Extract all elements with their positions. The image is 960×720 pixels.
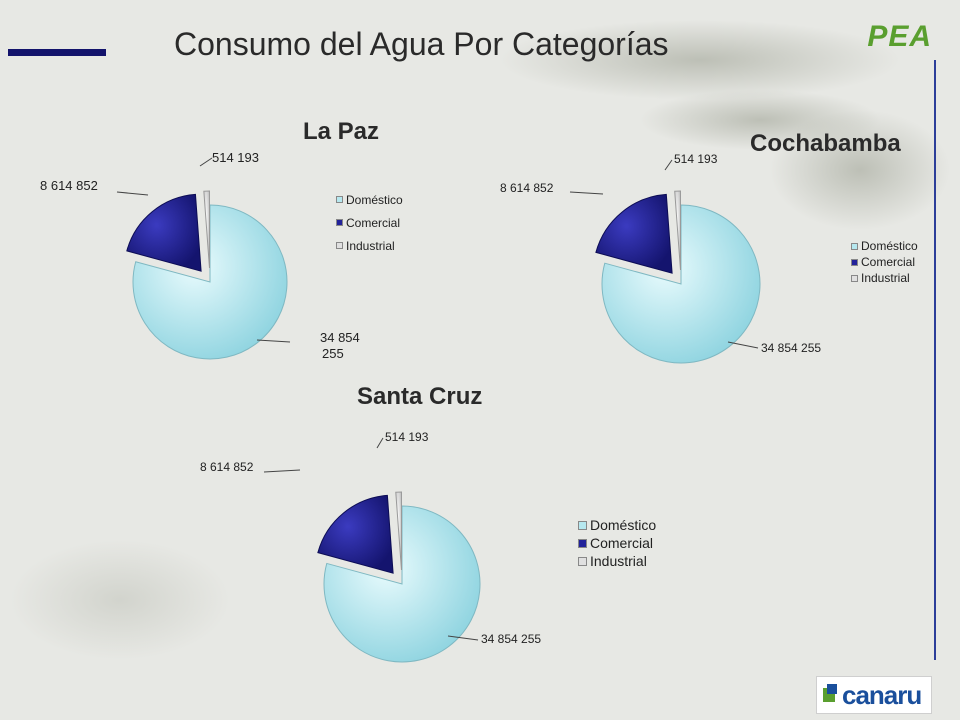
legend-item-comercial: Comercial [851,254,918,270]
legend-item-domestico: Doméstico [851,238,918,254]
legend-item-comercial: Comercial [336,211,403,234]
data-label-industrial-2: 514 193 [385,430,429,444]
legend-item-domestico: Doméstico [578,516,656,534]
legend-label-domestico: Doméstico [346,192,403,207]
legend-cochabamba: Doméstico Comercial Industrial [851,238,918,286]
data-label-industrial-0: 514 193 [212,150,259,165]
chart-title-santa-cruz: Santa Cruz [357,383,483,410]
chart-title-la-paz: La Paz [303,118,380,145]
legend-swatch-industrial [851,274,858,282]
leader-line-comercial-0 [116,191,149,196]
data-label-comercial-2: 8 614 852 [200,460,254,474]
leader-line-domestico-2 [447,635,479,641]
pie-group-0: 34 854 255 8 614 852 514 193 [40,150,360,361]
legend-swatch-domestico [578,520,587,530]
data-label-domestico-2: 34 854 255 [481,632,541,646]
legend-label-comercial: Comercial [861,255,916,269]
leader-line-industrial-0 [199,157,213,167]
right-border-line [934,60,936,660]
data-label-domestico-1: 34 854 255 [761,341,821,355]
legend-swatch-comercial [851,258,858,266]
legend-swatch-comercial [336,219,343,226]
chart-title-cochabamba: Cochabamba [750,130,901,157]
data-label-comercial-1: 8 614 852 [500,181,554,195]
title-accent-bar [8,49,106,56]
legend-label-industrial: Industrial [346,238,395,253]
legend-label-comercial: Comercial [346,215,401,230]
legend-label-industrial: Industrial [861,271,910,285]
legend-label-comercial: Comercial [590,535,654,551]
data-label-industrial-1: 514 193 [674,152,718,166]
pie-group-2: 34 854 255 8 614 852 514 193 [200,430,541,663]
legend-item-comercial: Comercial [578,534,656,552]
legend-swatch-industrial [578,556,587,566]
legend-swatch-domestico [851,242,858,250]
logo-text: canaru [842,679,922,710]
slice-industrial-2 [395,491,402,571]
slide-title: Consumo del Agua Por Categorías [174,26,669,62]
leader-line-comercial-1 [569,191,604,195]
leader-line-comercial-2 [263,469,301,473]
legend-item-industrial: Industrial [851,270,918,286]
leader-line-industrial-1 [664,159,673,171]
legend-item-domestico: Doméstico [336,188,403,211]
slice-domestico-0 [132,204,288,360]
legend-swatch-comercial [578,538,587,548]
data-label-comercial-0: 8 614 852 [40,178,98,193]
legend-label-industrial: Industrial [590,553,647,569]
logo-icon [823,684,837,702]
legend-label-domestico: Doméstico [861,239,918,253]
legend-label-domestico: Doméstico [590,517,657,533]
legend-santa-cruz: Doméstico Comercial Industrial [578,516,656,570]
legend-item-industrial: Industrial [336,234,403,257]
legend-swatch-industrial [336,242,343,249]
leader-line-industrial-2 [376,437,384,449]
legend-la-paz: Doméstico Comercial Industrial [336,188,403,257]
slice-domestico-2 [323,505,481,663]
legend-swatch-domestico [336,196,343,203]
slice-comercial-2 [317,494,394,574]
data-label-domestico-0: 34 854 255 [320,330,360,361]
slice-comercial-1 [595,193,673,274]
pie-group-1: 34 854 255 8 614 852 514 193 [500,152,821,364]
leader-line-domestico-0 [256,339,291,343]
slice-industrial-1 [674,190,681,271]
leader-line-domestico-1 [727,341,759,349]
slice-domestico-1 [601,204,761,364]
slice-industrial-0 [203,190,210,269]
legend-item-industrial: Industrial [578,552,656,570]
brand-mark: PEA [867,20,932,53]
slice-comercial-0 [126,193,202,272]
canaru-logo: canaru [816,676,932,714]
